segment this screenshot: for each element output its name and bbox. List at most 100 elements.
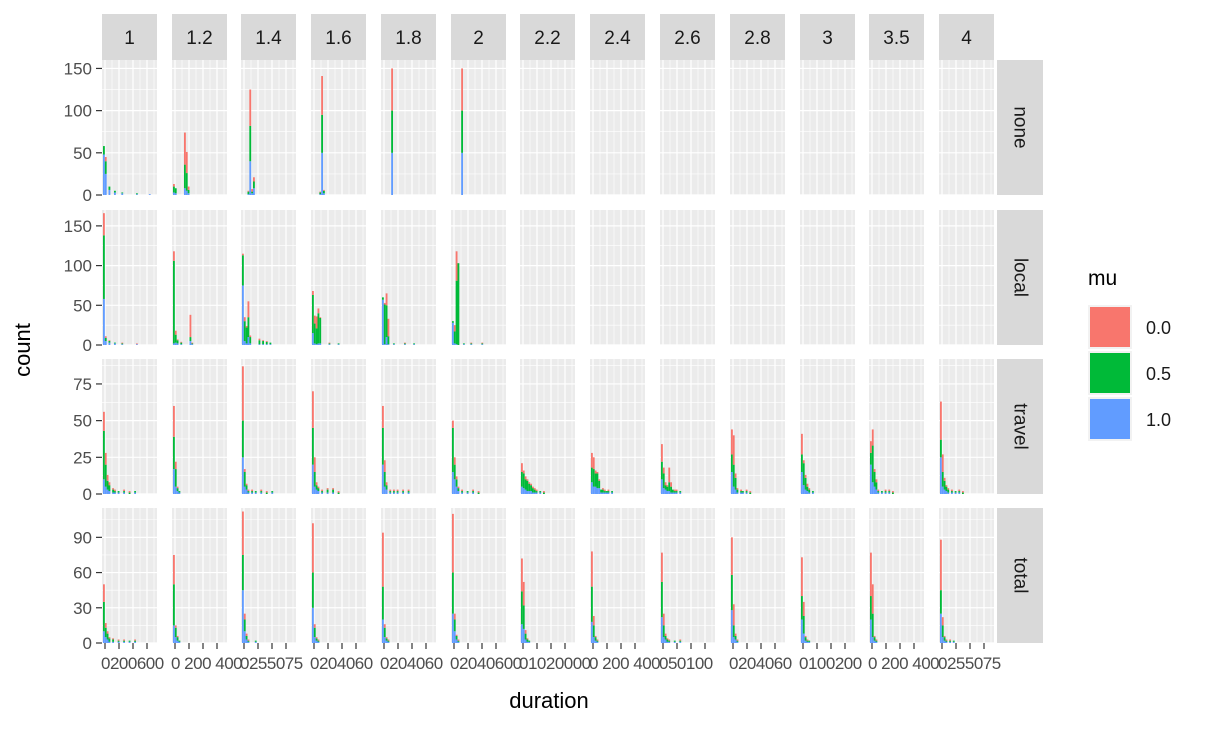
bar-mu-1-0 xyxy=(526,491,529,494)
bar-mu-0-5 xyxy=(804,477,807,490)
panel-local-3-5 xyxy=(869,210,924,346)
col-strip-label: 1.2 xyxy=(186,28,212,49)
bar-mu-0-5 xyxy=(877,491,880,493)
bar-mu-0-0 xyxy=(802,601,805,616)
bar-mu-0-0 xyxy=(396,489,399,492)
x-axis-3: 0100200 xyxy=(799,643,862,673)
bar-mu-0-0 xyxy=(243,469,246,472)
bar-mu-0-0 xyxy=(731,429,733,455)
bar-mu-0-5 xyxy=(260,491,263,493)
bar-mu-0-5 xyxy=(526,480,529,492)
y-axis-title: count xyxy=(10,323,35,377)
bar-mu-1-0 xyxy=(103,479,105,494)
panel-background xyxy=(730,210,785,345)
bar-mu-1-0 xyxy=(812,492,814,494)
panel-background xyxy=(311,60,366,195)
bar-mu-0-0 xyxy=(453,613,456,620)
panel-local-1-2 xyxy=(172,210,227,346)
bar-mu-0-5 xyxy=(801,596,803,620)
panel-local-2-4 xyxy=(590,210,645,346)
bar-mu-0-5 xyxy=(875,640,878,642)
bar-mu-0-5 xyxy=(594,473,597,487)
panel-travel-3 xyxy=(800,359,855,495)
bar-mu-1-0 xyxy=(524,489,527,494)
bar-mu-1-0 xyxy=(672,492,674,494)
bar-mu-1-0 xyxy=(801,619,803,643)
bar-mu-1-0 xyxy=(452,471,454,494)
x-axis-2-2: 01020000 xyxy=(519,643,591,673)
bar-mu-1-0 xyxy=(679,641,682,643)
bar-mu-0-0 xyxy=(317,308,320,314)
bar-mu-1-0 xyxy=(114,492,116,494)
bar-mu-0-5 xyxy=(461,110,463,153)
bar-mu-0-5 xyxy=(103,235,105,299)
bar-mu-0-5 xyxy=(802,463,805,486)
bar-mu-0-0 xyxy=(662,613,665,626)
bar-mu-1-0 xyxy=(247,194,250,195)
bar-mu-0-5 xyxy=(108,186,111,190)
bar-mu-1-0 xyxy=(245,489,248,494)
bar-mu-0-5 xyxy=(664,635,667,640)
col-strip-label: 1.8 xyxy=(395,28,421,49)
y-axis-none: 0 50 100 150 xyxy=(64,59,102,205)
bar-mu-0-0 xyxy=(245,633,248,636)
bar-mu-0-0 xyxy=(128,491,131,493)
panel-background xyxy=(660,359,715,494)
bar-mu-1-0 xyxy=(385,640,388,643)
bar-mu-0-5 xyxy=(731,574,733,611)
bar-mu-1-0 xyxy=(602,492,604,494)
bar-mu-0-5 xyxy=(337,343,340,345)
bar-mu-1-0 xyxy=(243,631,246,643)
panel-local-3 xyxy=(800,210,855,346)
bar-mu-0-5 xyxy=(732,464,735,487)
bar-mu-0-0 xyxy=(668,639,671,641)
bar-mu-1-0 xyxy=(321,152,323,195)
panel-background xyxy=(520,210,575,345)
bar-mu-0-5 xyxy=(258,340,261,345)
bar-mu-1-0 xyxy=(528,491,531,494)
bar-mu-0-0 xyxy=(313,624,316,628)
bar-mu-0-5 xyxy=(740,491,742,493)
bar-mu-1-0 xyxy=(383,637,386,643)
panel-background xyxy=(451,508,506,643)
bar-mu-0-0 xyxy=(332,488,334,490)
bar-mu-0-5 xyxy=(242,420,244,458)
bar-mu-1-0 xyxy=(249,161,252,195)
bar-mu-0-5 xyxy=(605,491,608,493)
panel-travel-2-6 xyxy=(660,359,715,495)
bar-mu-0-0 xyxy=(317,639,320,641)
bar-mu-1-0 xyxy=(526,641,529,643)
bar-mu-1-0 xyxy=(404,344,406,345)
bar-mu-0-0 xyxy=(174,461,177,470)
bar-mu-1-0 xyxy=(605,492,608,494)
bar-mu-0-0 xyxy=(453,457,456,465)
panel-background xyxy=(730,508,785,643)
bar-mu-0-0 xyxy=(457,486,460,489)
bar-mu-1-0 xyxy=(173,469,175,494)
bar-mu-0-5 xyxy=(253,181,255,189)
bar-mu-0-0 xyxy=(941,454,944,472)
bar-mu-0-5 xyxy=(108,341,111,343)
bar-mu-1-0 xyxy=(802,485,805,494)
bar-mu-0-0 xyxy=(134,639,136,641)
panel-none-1-4 xyxy=(241,60,296,196)
bar-mu-1-0 xyxy=(108,189,111,195)
bar-mu-0-0 xyxy=(962,491,964,493)
bar-mu-1-0 xyxy=(136,344,138,345)
bar-mu-0-5 xyxy=(385,638,388,641)
bar-mu-1-0 xyxy=(391,152,393,195)
bar-mu-1-0 xyxy=(269,344,272,345)
panel-local-1-8 xyxy=(381,210,436,346)
row-strip-travel: travel xyxy=(997,359,1043,494)
bar-mu-0-0 xyxy=(262,340,264,342)
bar-mu-1-0 xyxy=(393,344,395,345)
bar-mu-0-0 xyxy=(245,483,248,486)
panel-total-1 xyxy=(102,508,157,644)
bar-mu-0-5 xyxy=(594,637,597,641)
bar-mu-1-0 xyxy=(117,641,120,643)
panel-background xyxy=(381,210,436,345)
col-strip-bg xyxy=(730,14,785,60)
bar-mu-0-5 xyxy=(611,491,613,493)
bar-mu-0-5 xyxy=(121,192,124,194)
bar-mu-1-0 xyxy=(666,491,669,494)
